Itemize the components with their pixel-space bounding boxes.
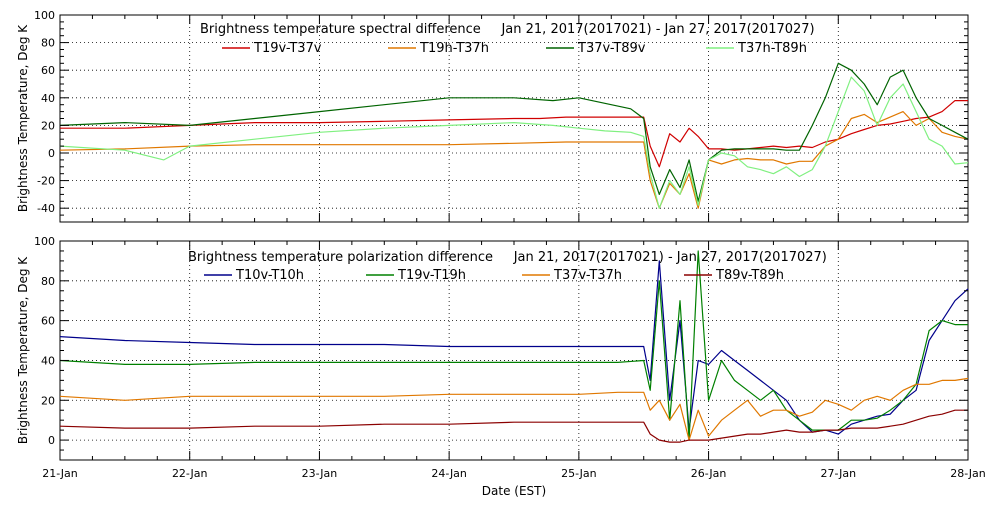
series-group-bottom xyxy=(59,250,969,443)
x-tick-label: 26-Jan xyxy=(691,467,727,480)
chart-title-top: Brightness temperature spectral differen… xyxy=(200,22,815,37)
legend-label-t37h-t89h: T37h-T89h xyxy=(737,41,807,56)
legend-bottom: T10v-T10h T19v-T19h T37v-T37h T89v-T89h xyxy=(204,268,784,283)
legend-label-t19v-t37v: T19v-T37v xyxy=(253,41,322,56)
y-ticks-top: -40 -20 0 20 40 60 80 100 xyxy=(34,9,969,223)
series-line-t19v-t37v xyxy=(60,99,968,168)
series-line-t10v-t10h xyxy=(59,260,969,435)
y-tick-label: 60 xyxy=(41,315,55,328)
y-tick-label: 80 xyxy=(41,37,55,50)
x-tick-label: 22-Jan xyxy=(172,467,208,480)
x-tick-label: 23-Jan xyxy=(302,467,338,480)
y-axis-label-bottom: Brightness Temperature, Deg K xyxy=(16,256,30,444)
series-line-t19h-t37h xyxy=(59,110,969,209)
legend-top: T19v-T37v T19h-T37h T37v-T89v T37h-T89h xyxy=(222,41,807,56)
y-axis-label-top: Brightness Temperature, Deg K xyxy=(16,24,30,212)
series-line-t37v-t89v xyxy=(59,62,969,202)
y-tick-label: 40 xyxy=(41,354,55,367)
y-ticks-bottom: 0 20 40 60 80 100 xyxy=(34,235,968,461)
series-group-top xyxy=(59,62,969,209)
grid-top xyxy=(60,15,968,222)
x-ticks-bottom: 21-Jan 22-Jan 23-Jan 24-Jan 25-Jan 26-Jan 27-J… xyxy=(42,241,986,480)
y-tick-label: 20 xyxy=(41,119,55,132)
x-tick-label: 25-Jan xyxy=(561,467,597,480)
legend-label-t37v-t37h: T37v-T37h xyxy=(553,268,622,283)
chart-title-bottom: Brightness temperature polarization diff… xyxy=(188,250,827,265)
series-line-t37h-t89h xyxy=(59,76,969,209)
y-tick-label: 20 xyxy=(41,394,55,407)
x-tick-label: 21-Jan xyxy=(42,467,78,480)
x-tick-label: 28-Jan xyxy=(950,467,986,480)
plot-frame-bottom xyxy=(59,240,969,461)
legend-label-t10v-t10h: T10v-T10h xyxy=(235,268,304,283)
series-line-t89v-t89h xyxy=(59,409,968,443)
polarization-difference-panel: 0 20 40 60 80 100 21-Jan 22-Jan 23-Jan 24-Jan 25-… xyxy=(16,235,986,498)
spectral-difference-panel: -40 -20 0 20 40 60 80 100 Brightness temperatur… xyxy=(16,9,969,223)
legend-label-t19h-t37h: T19h-T37h xyxy=(419,41,489,56)
x-tick-label: 27-Jan xyxy=(821,467,857,480)
y-tick-label: 100 xyxy=(34,9,55,22)
x-tick-label: 24-Jan xyxy=(431,467,467,480)
y-tick-label: 0 xyxy=(48,434,55,447)
y-tick-label: 60 xyxy=(41,64,55,77)
x-axis-label: Date (EST) xyxy=(482,484,546,498)
y-tick-label: -40 xyxy=(37,202,55,215)
series-line-t19v-t19h xyxy=(59,250,968,441)
legend-label-t37v-t89v: T37v-T89v xyxy=(577,41,646,56)
legend-label-t19v-t19h: T19v-T19h xyxy=(397,268,466,283)
y-tick-label: 40 xyxy=(41,92,55,105)
grid-bottom xyxy=(60,241,968,460)
legend-label-t89v-t89h: T89v-T89h xyxy=(715,268,784,283)
y-tick-label: -20 xyxy=(37,175,55,188)
series-line-t37v-t37h xyxy=(59,377,969,441)
y-tick-label: 80 xyxy=(41,275,55,288)
y-tick-label: 0 xyxy=(48,147,55,160)
y-tick-label: 100 xyxy=(34,235,55,248)
